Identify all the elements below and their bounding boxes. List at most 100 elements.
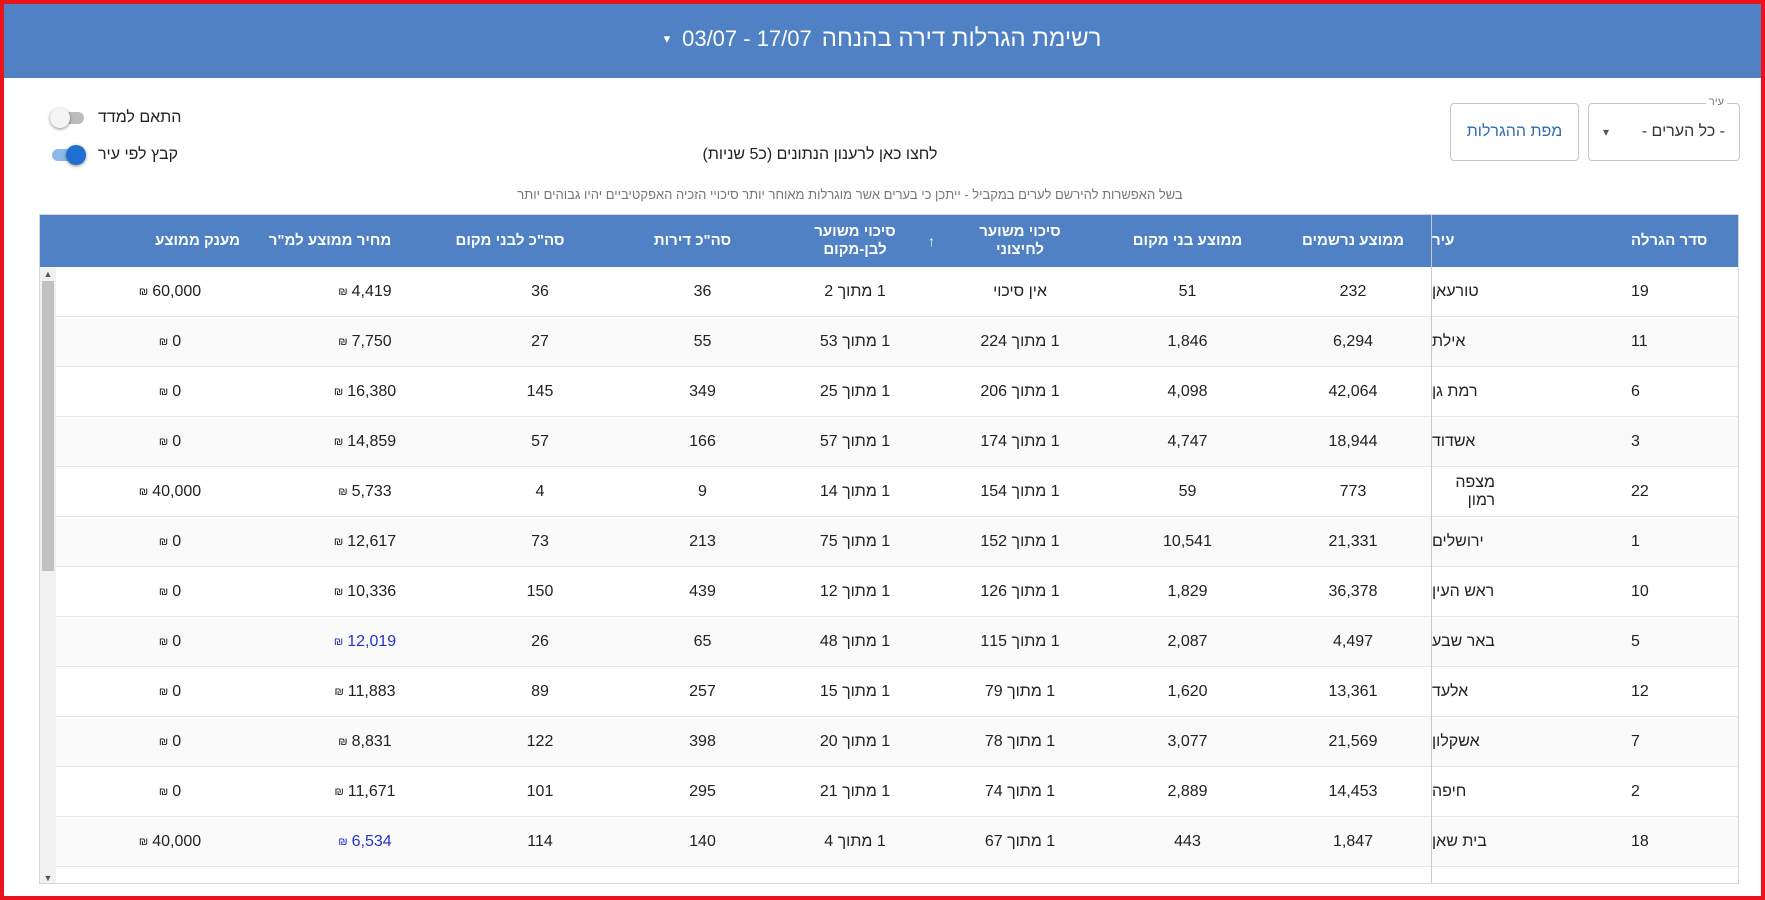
cell-chance-outside: 1 מתוך 78 <box>984 733 1056 750</box>
cell-city: ראש העין <box>1432 583 1495 600</box>
cell-avg-price-value: 10,336 <box>347 583 397 600</box>
toggle-knob[interactable] <box>50 108 70 128</box>
cell-avg-registered: 21,331 <box>1328 533 1378 550</box>
table-row[interactable]: 18 בית שאן 1,847 443 1 מתוך 67 1 מתוך 4 140 114… <box>40 817 1738 867</box>
table-row[interactable]: 2 חיפה 14,453 2,889 1 מתוך 74 1 מתוך 21 295 101… <box>40 767 1738 817</box>
lottery-period-selector[interactable]: רשימת הגרלות דירה בהנחה 03/07 - 17/07 ▾ <box>664 25 1102 53</box>
cell-avg-locals: 59 <box>1178 483 1197 500</box>
table-scrollbar[interactable]: ▲ ▼ <box>40 267 56 883</box>
col-header-avg-registered[interactable]: ממוצע נרשמים <box>1302 232 1404 249</box>
cell-total-apartments: 55 <box>693 333 712 350</box>
cell-avg-price[interactable]: ₪ 6,534 <box>240 817 420 867</box>
table-row[interactable]: 5 באר שבע 4,497 2,087 1 מתוך 115 1 מתוך 48 65 2… <box>40 617 1738 667</box>
currency-icon: ₪ <box>338 486 348 498</box>
col-header-avg-locals[interactable]: ממוצע בני מקום <box>1132 232 1243 249</box>
cell-city: חיפה <box>1432 783 1467 800</box>
cell-order: 6 <box>1631 383 1640 400</box>
col-header-order[interactable]: סדר הגרלה <box>1631 232 1708 249</box>
col-header-chance-local-line1: סיכוי משוער <box>814 223 896 240</box>
cell-avg-locals: 10,541 <box>1163 533 1212 550</box>
cell-avg-registered: 21,569 <box>1328 733 1378 750</box>
cell-avg-grant: ₪ 0 <box>80 417 240 467</box>
city-column-divider <box>1431 215 1432 883</box>
cell-avg-grant-value: 0 <box>172 433 182 450</box>
cell-city: בית שאן <box>1432 833 1487 850</box>
table-row[interactable]: 10 ראש העין 36,378 1,829 1 מתוך 126 1 מתוך 12… <box>40 567 1738 617</box>
city-select-value[interactable]: - כל הערים - <box>1641 123 1725 140</box>
toggle-knob[interactable] <box>66 145 86 165</box>
cell-city: אשדוד <box>1432 433 1476 450</box>
col-header-total-apartments[interactable]: סה"כ דירות <box>653 232 732 249</box>
cell-avg-grant-value: 0 <box>172 533 182 550</box>
cell-avg-price: ₪ 11,883 <box>240 667 420 717</box>
cell-total-apartments: 257 <box>689 683 716 700</box>
chevron-down-icon[interactable]: ▾ <box>663 31 671 46</box>
dropdown-arrow-icon[interactable]: ▾ <box>1603 125 1610 139</box>
table-row[interactable]: 11 אילת 6,294 1,846 1 מתוך 224 1 מתוך 53 55 27 ₪… <box>40 317 1738 367</box>
table-row[interactable]: 19 טורעאן 232 51 אין סיכוי 1 מתוך 2 36 36 ₪ 4,419… <box>40 267 1738 317</box>
scroll-up-icon[interactable]: ▲ <box>43 269 53 279</box>
cell-avg-grant-value: 0 <box>172 383 182 400</box>
scroll-thumb[interactable] <box>42 281 54 571</box>
cell-chance-outside: 1 מתוך 79 <box>984 683 1056 700</box>
col-header-avg-price[interactable]: מחיר ממוצע למ"ר <box>268 232 392 249</box>
table-row[interactable]: 12 אלעד 13,361 1,620 1 מתוך 79 1 מתוך 15 257 89… <box>40 667 1738 717</box>
city-select[interactable]: עיר - כל הערים - ▾ <box>1588 96 1740 161</box>
cell-order: 3 <box>1631 433 1640 450</box>
table-row[interactable]: 6 רמת גן 42,064 4,098 1 מתוך 206 1 מתוך 25 349… <box>40 367 1738 417</box>
cell-avg-grant-value: 0 <box>172 633 182 650</box>
cell-total-apartments: 349 <box>689 383 716 400</box>
currency-icon: ₪ <box>333 536 344 548</box>
table-row[interactable]: 7 אשקלון 21,569 3,077 1 מתוך 78 1 מתוך 20 398 1… <box>40 717 1738 767</box>
app-header: רשימת הגרלות דירה בהנחה 03/07 - 17/07 ▾ <box>0 0 1765 78</box>
cell-chance-local: 1 מתוך 21 <box>819 783 891 800</box>
currency-icon: ₪ <box>333 386 344 398</box>
col-header-chance-outside[interactable]: סיכוי משוער לחיצוני <box>940 215 1100 267</box>
currency-icon: ₪ <box>158 686 169 698</box>
refresh-data-link[interactable]: לחצו כאן לרענון הנתונים (כ5 שניות) <box>702 146 938 163</box>
cell-chance-local: 1 מתוך 15 <box>819 683 891 700</box>
col-header-total-locals[interactable]: סה"כ לבני מקום <box>455 232 565 249</box>
cell-avg-price[interactable]: ₪ 12,019 <box>240 617 420 667</box>
cell-avg-grant: ₪ 0 <box>80 717 240 767</box>
date-range[interactable]: 03/07 - 17/07 <box>682 26 812 51</box>
cell-avg-price: ₪ 8,831 <box>240 717 420 767</box>
cell-order: 1 <box>1631 533 1640 550</box>
cell-chance-outside: 1 מתוך 74 <box>984 783 1056 800</box>
cell-avg-registered: 36,378 <box>1328 583 1378 600</box>
table-row[interactable]: 3 אשדוד 18,944 4,747 1 מתוך 174 1 מתוך 57 166 5… <box>40 417 1738 467</box>
cell-total-apartments: 398 <box>689 733 716 750</box>
currency-icon: ₪ <box>338 336 348 348</box>
cell-chance-local: 1 מתוך 48 <box>819 633 891 650</box>
scroll-down-icon[interactable]: ▼ <box>43 873 53 883</box>
cell-chance-outside: 1 מתוך 67 <box>984 833 1056 850</box>
col-header-chance-local[interactable]: סיכוי משוער לבן-מקום <box>770 215 940 267</box>
cell-avg-price-value: 6,534 <box>351 833 392 850</box>
cell-avg-price-value: 7,750 <box>351 333 392 350</box>
col-header-avg-grant[interactable]: מענק ממוצע <box>155 232 240 249</box>
col-header-city[interactable]: עיר <box>1432 232 1455 249</box>
cell-avg-price-value: 12,019 <box>347 633 397 650</box>
cell-chance-outside: 1 מתוך 206 <box>980 383 1060 400</box>
currency-icon: ₪ <box>158 336 169 348</box>
group-by-city-toggle[interactable] <box>50 144 86 166</box>
sort-arrow-icon[interactable]: ↑ <box>928 233 935 249</box>
cell-total-locals: 36 <box>531 283 549 300</box>
currency-icon: ₪ <box>158 586 169 598</box>
table-row[interactable]: 1 ירושלים 21,331 10,541 1 מתוך 152 1 מתוך 75 2… <box>40 517 1738 567</box>
cell-avg-price: ₪ 4,419 <box>240 267 420 317</box>
cell-avg-registered: 773 <box>1339 483 1367 500</box>
cell-avg-grant-value: 0 <box>172 583 182 600</box>
currency-icon: ₪ <box>138 486 149 498</box>
cell-avg-price: ₪ 11,671 <box>240 767 420 817</box>
currency-icon: ₪ <box>158 786 169 798</box>
index-adjust-toggle[interactable] <box>50 107 86 129</box>
col-header-chance-local-line2: לבן-מקום <box>823 241 887 258</box>
lottery-map-button[interactable]: מפת ההגרלות <box>1450 103 1579 161</box>
currency-icon: ₪ <box>158 436 169 448</box>
cell-total-locals: 122 <box>526 733 554 750</box>
cell-chance-outside: 1 מתוך 174 <box>980 433 1060 450</box>
table-row[interactable]: 22 מצפה רמון 773 59 1 מתוך 154 1 מתוך 14 9 4 ₪ 5,… <box>40 467 1738 517</box>
cell-city: אלעד <box>1432 683 1469 700</box>
cell-avg-price: ₪ 16,380 <box>240 367 420 417</box>
